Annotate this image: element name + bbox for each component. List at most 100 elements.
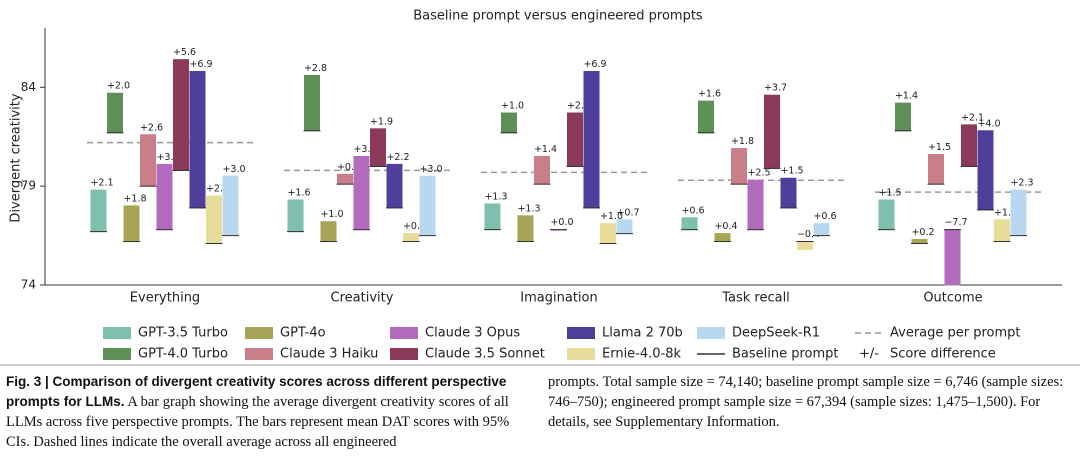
bar <box>747 179 764 231</box>
bar <box>764 94 780 169</box>
difference-label: +2.2 <box>386 152 409 163</box>
x-tick-label: Imagination <box>520 291 597 306</box>
bar <box>567 112 583 167</box>
difference-label: +0.4 <box>714 221 737 232</box>
bar <box>206 195 222 244</box>
difference-label: +1.0 <box>600 211 623 222</box>
difference-label: +1.5 <box>780 166 803 177</box>
legend-swatch <box>567 327 595 339</box>
difference-label: +1.4 <box>534 144 557 155</box>
bar <box>714 233 731 243</box>
difference-label: +1.5 <box>878 187 901 198</box>
x-tick-label: Creativity <box>331 291 394 306</box>
bar <box>123 205 140 243</box>
chart: Baseline prompt versus engineered prompt… <box>0 9 1080 366</box>
difference-label: +2.1 <box>90 178 113 189</box>
y-tick-label: 79 <box>21 179 36 193</box>
legend-symbol: +/- <box>859 347 879 362</box>
bar <box>534 156 550 185</box>
bar <box>961 124 977 167</box>
difference-label: +1.8 <box>731 136 754 147</box>
bar <box>337 173 353 185</box>
difference-label: +2.1 <box>961 112 984 123</box>
bar <box>107 92 123 134</box>
difference-label: +0.6 <box>813 211 836 222</box>
difference-label: +0.7 <box>616 207 639 218</box>
caption-body: prompts. Total sample size = 74,140; bas… <box>548 374 1064 430</box>
legend-label: Score difference <box>890 347 996 362</box>
difference-label: +1.4 <box>895 91 918 102</box>
legend-swatch <box>390 327 418 339</box>
legend-label: Claude 3 Opus <box>425 326 520 341</box>
legend-swatch <box>567 348 595 360</box>
bar <box>484 203 501 231</box>
y-axis-label: Divergent creativity <box>9 93 24 222</box>
bar <box>698 100 714 134</box>
legend-label: Ernie-4.0-8k <box>602 347 682 362</box>
caption-right: prompts. Total sample size = 74,140; bas… <box>548 372 1078 432</box>
difference-label: +3.0 <box>419 164 442 175</box>
difference-label: +4.0 <box>977 118 1000 129</box>
bar <box>156 163 173 231</box>
legend-swatch <box>103 327 131 339</box>
difference-label: +2.3 <box>1010 178 1033 189</box>
x-tick-label: Everything <box>130 291 200 306</box>
difference-label: +2.6 <box>140 122 163 133</box>
bar <box>304 74 320 132</box>
caption-left: Fig. 3 | Comparison of divergent creativ… <box>6 372 536 452</box>
y-tick-label: 84 <box>21 80 36 94</box>
difference-label: −7.7 <box>944 217 967 228</box>
legend-label: GPT-4o <box>280 326 326 341</box>
bar <box>419 175 436 237</box>
bar <box>1010 189 1027 237</box>
bar <box>600 223 616 244</box>
difference-label: +0.6 <box>681 205 704 216</box>
legend-label: DeepSeek-R1 <box>732 326 820 341</box>
difference-label: +1.3 <box>517 203 540 214</box>
bar <box>173 59 189 171</box>
bar <box>189 70 206 209</box>
bar <box>90 189 107 233</box>
difference-label: +2.5 <box>747 168 770 179</box>
difference-label: +1.0 <box>320 209 343 220</box>
bar <box>994 219 1010 243</box>
difference-label: +1.6 <box>698 89 721 100</box>
difference-label: +3.7 <box>353 144 376 155</box>
bar <box>878 199 895 231</box>
bar <box>731 148 747 185</box>
caption-body: A bar graph showing the average divergen… <box>6 394 510 450</box>
difference-label: −0.4 <box>797 229 820 240</box>
legend-swatch <box>390 348 418 360</box>
difference-label: +3.7 <box>764 83 787 94</box>
bar <box>222 175 239 237</box>
legend-label: Baseline prompt <box>732 347 839 362</box>
difference-label: +6.9 <box>189 59 212 70</box>
difference-label: +1.3 <box>484 191 507 202</box>
bar <box>797 241 813 250</box>
difference-label: +3.0 <box>222 164 245 175</box>
bar <box>370 128 386 167</box>
bar <box>517 215 534 243</box>
legend-label: GPT-4.0 Turbo <box>138 347 228 362</box>
difference-label: +0.0 <box>550 217 573 228</box>
difference-label: +1.0 <box>501 101 524 112</box>
bar <box>403 233 419 243</box>
difference-label: +2.0 <box>107 81 130 92</box>
caption-title: Fig. 3 | Comparison of divergent creativ… <box>6 374 507 409</box>
bar <box>977 130 994 211</box>
legend-swatch <box>103 348 131 360</box>
difference-label: +1.1 <box>994 207 1017 218</box>
bar <box>813 223 830 237</box>
legend-label: Claude 3 Haiku <box>280 347 378 362</box>
x-tick-label: Outcome <box>923 291 982 306</box>
difference-label: +0.5 <box>337 162 360 173</box>
difference-label: +1.8 <box>123 193 146 204</box>
bar <box>895 102 911 132</box>
bar <box>681 217 698 231</box>
bar <box>287 199 304 233</box>
difference-label: +6.9 <box>583 59 606 70</box>
legend-label: GPT-3.5 Turbo <box>138 326 228 341</box>
bar <box>320 221 337 243</box>
bar <box>944 229 961 286</box>
bar <box>386 163 403 209</box>
